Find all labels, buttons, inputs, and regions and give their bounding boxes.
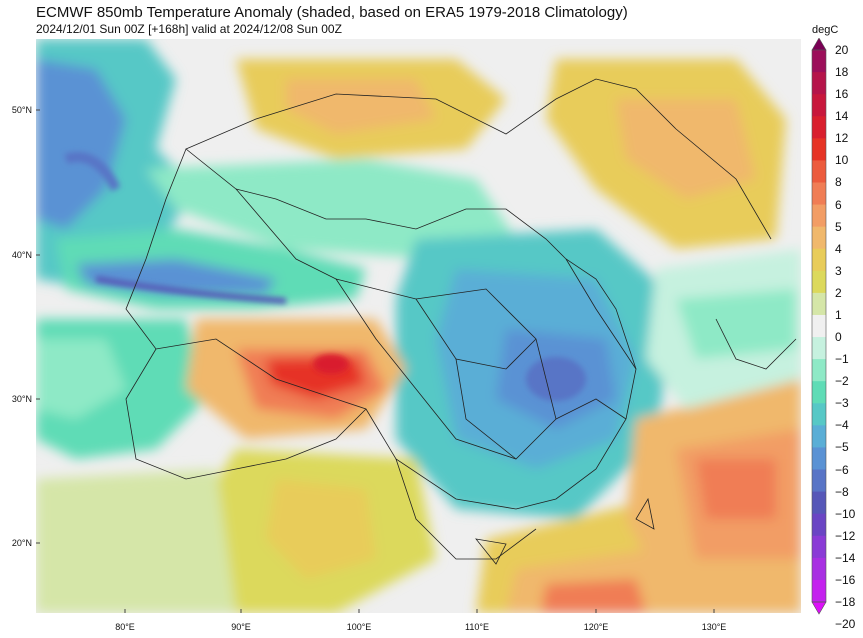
colorbar-tick-label: −8 (835, 484, 849, 499)
colorbar-tick-label: −18 (835, 595, 856, 609)
colorbar-bin (812, 557, 826, 581)
anomaly-detail (64, 152, 586, 401)
anomaly-shading (36, 39, 801, 613)
colorbar-tick-label: −2 (835, 374, 849, 389)
lat-label-30n: 30°N (11, 394, 32, 404)
colorbar-bin (812, 469, 826, 493)
lon-label-120e: 120°E (583, 622, 609, 632)
lat-label-40n: 40°N (11, 250, 32, 260)
colorbar-tick-label: 12 (835, 131, 849, 146)
colorbar-frame (811, 49, 827, 603)
colorbar-tick-label: −3 (835, 396, 849, 411)
colorbar-bin (812, 337, 826, 360)
colorbar-tick-label: −14 (835, 550, 856, 565)
colorbar-bin (812, 160, 826, 183)
colorbar-tick-label: −16 (835, 572, 856, 587)
colorbar-tick-label: 14 (835, 109, 849, 124)
colorbar-tick-label: −6 (835, 462, 849, 477)
colorbar-tick-label: −10 (835, 506, 856, 521)
colorbar-unit: degC (812, 24, 839, 36)
colorbar-tick-label: 2 (835, 285, 842, 300)
colorbar-bin (812, 381, 826, 404)
colorbar-bin (812, 138, 826, 161)
colorbar-bin (812, 50, 826, 73)
colorbar-bin (812, 94, 826, 117)
colorbar-bin (812, 248, 826, 272)
colorbar-bin (812, 359, 826, 382)
colorbar-bin (812, 579, 826, 603)
colorbar-bottom-triangle (811, 601, 827, 615)
colorbar-tick-label: 18 (835, 65, 849, 80)
anomaly-map-svg (36, 39, 801, 613)
colorbar-bin (812, 491, 826, 515)
lat-label-20n: 20°N (11, 538, 32, 548)
anomaly-map (36, 39, 801, 613)
colorbar-tick-label: 8 (835, 175, 842, 190)
colorbar-bin (812, 425, 826, 448)
colorbar-bin (812, 403, 826, 426)
colorbar-tick-label: −12 (835, 528, 856, 543)
lon-label-110e: 110°E (465, 622, 489, 632)
colorbar-tick-label: 4 (835, 241, 842, 256)
colorbar-bin (812, 72, 826, 95)
chart-subtitle: 2024/12/01 Sun 00Z [+168h] valid at 2024… (36, 22, 342, 36)
colorbar-bin (812, 513, 826, 537)
colorbar-tick-label: 20 (835, 43, 849, 57)
lon-label-100e: 100°E (346, 622, 372, 632)
lat-label-50n: 50°N (11, 105, 32, 115)
colorbar (811, 38, 827, 615)
colorbar-bin (812, 447, 826, 471)
colorbar-bin (812, 535, 826, 559)
colorbar-bin (812, 116, 826, 139)
colorbar-tick-label: 6 (835, 197, 842, 212)
colorbar-bin (812, 226, 826, 250)
colorbar-tick-label: 10 (835, 153, 849, 168)
colorbar-bin (812, 314, 826, 338)
colorbar-tick-label: 5 (835, 219, 842, 234)
colorbar-tick-label: −4 (835, 418, 849, 433)
colorbar-tick-label: 3 (835, 263, 842, 278)
graticule-ticks (36, 109, 715, 613)
colorbar-top-triangle (811, 38, 827, 51)
colorbar-tick-label: −1 (835, 352, 849, 367)
colorbar-bin (812, 182, 826, 206)
colorbar-tick-label: 0 (835, 330, 842, 345)
colorbar-bin (812, 270, 826, 294)
colorbar-bin (812, 292, 826, 316)
lon-label-90e: 90°E (231, 622, 251, 632)
colorbar-tick-label: 16 (835, 87, 849, 102)
colorbar-tick-label: 1 (835, 307, 842, 322)
colorbar-tick-label: −20 (835, 617, 856, 632)
colorbar-bin (812, 204, 826, 228)
lon-label-130e: 130°E (701, 622, 727, 632)
chart-title: ECMWF 850mb Temperature Anomaly (shaded,… (36, 4, 628, 21)
lon-label-80e: 80°E (115, 622, 135, 632)
boundary-lines (125, 78, 797, 565)
colorbar-tick-label: −5 (835, 440, 849, 455)
